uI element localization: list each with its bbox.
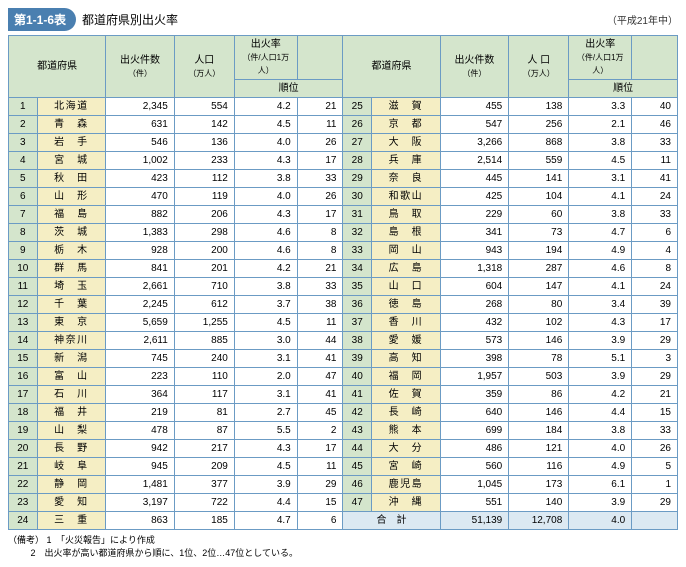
col-rate: 出火率（件/人口1万人）	[234, 36, 297, 80]
header-bar: 第1-1-6表 都道府県別出火率 （平成21年中）	[8, 8, 678, 31]
table-row: 5秋 田4231123.83329奈 良4451413.141	[9, 170, 678, 188]
col-fires: 出火件数（件）	[106, 36, 175, 98]
fire-rate-table: 都道府県 出火件数（件） 人口（万人） 出火率（件/人口1万人） 都道府県 出火…	[8, 35, 678, 530]
table-row: 20長 野9422174.31744大 分4861214.026	[9, 440, 678, 458]
table-row: 23愛 知3,1977224.41547沖 縄5511403.929	[9, 494, 678, 512]
table-row: 21岐 阜9452094.51145宮 崎5601164.95	[9, 458, 678, 476]
table-row: 10群 馬8412014.22134広 島1,3182874.68	[9, 260, 678, 278]
note-2: 2 出火率が高い都道府県から順に、1位、2位…47位としている。	[31, 548, 299, 558]
table-row: 7福 島8822064.31731鳥 取229603.833	[9, 206, 678, 224]
table-row: 11埼 玉2,6617103.83335山 口6041474.124	[9, 278, 678, 296]
year-note: （平成21年中）	[607, 12, 678, 27]
table-header: 都道府県 出火件数（件） 人口（万人） 出火率（件/人口1万人） 都道府県 出火…	[9, 36, 678, 98]
table-row: 4宮 城1,0022334.31728兵 庫2,5145594.511	[9, 152, 678, 170]
table-row: 22静 岡1,4813773.92946鹿児島1,0451736.11	[9, 476, 678, 494]
table-body: 1北海道2,3455544.22125滋 賀4551383.3402青 森631…	[9, 98, 678, 530]
table-row: 15新 潟7452403.14139高 知398785.13	[9, 350, 678, 368]
col-pop: 人口（万人）	[174, 36, 234, 98]
note-1: 1 「火災報告」により作成	[47, 535, 155, 545]
table-row: 16富 山2231102.04740福 岡1,9575033.929	[9, 368, 678, 386]
table-row: 6山 形4701194.02630和歌山4251044.124	[9, 188, 678, 206]
table-row: 14神奈川2,6118853.04438愛 媛5731463.929	[9, 332, 678, 350]
table-row: 9栃 木9282004.6833岡 山9431944.94	[9, 242, 678, 260]
table-title: 都道府県別出火率	[82, 11, 178, 28]
table-row: 2青 森6311424.51126京 都5472562.146	[9, 116, 678, 134]
table-row: 24三 重8631854.76合 計51,13912,7084.0	[9, 512, 678, 530]
table-row: 17石 川3641173.14141佐 賀359864.221	[9, 386, 678, 404]
table-row: 13東 京5,6591,2554.51137香 川4321024.317	[9, 314, 678, 332]
col-rate-2: 出火率（件/人口1万人）	[569, 36, 632, 80]
table-row: 12千 葉2,2456123.73836徳 島268803.439	[9, 296, 678, 314]
col-fires-2: 出火件数（件）	[440, 36, 509, 98]
table-row: 18福 井219812.74542長 崎6401464.415	[9, 404, 678, 422]
col-pref: 都道府県	[9, 36, 106, 98]
table-row: 1北海道2,3455544.22125滋 賀4551383.340	[9, 98, 678, 116]
notes-label: （備考）	[8, 535, 44, 545]
col-rank: 順位	[234, 80, 343, 98]
col-rank-spacer	[297, 36, 343, 80]
table-number-tag: 第1-1-6表	[8, 8, 76, 31]
col-rank-spacer-2	[632, 36, 678, 80]
col-rank-2b: 順位	[569, 80, 678, 98]
table-row: 8茨 城1,3832984.6832島 根341734.76	[9, 224, 678, 242]
footnotes: （備考） 1 「火災報告」により作成 2 出火率が高い都道府県から順に、1位、2…	[8, 534, 678, 559]
table-row: 3岩 手5461364.02627大 阪3,2668683.833	[9, 134, 678, 152]
table-row: 19山 梨478875.5243熊 本6991843.833	[9, 422, 678, 440]
col-pref-2: 都道府県	[343, 36, 440, 98]
col-pop-2: 人 口（万人）	[509, 36, 569, 98]
